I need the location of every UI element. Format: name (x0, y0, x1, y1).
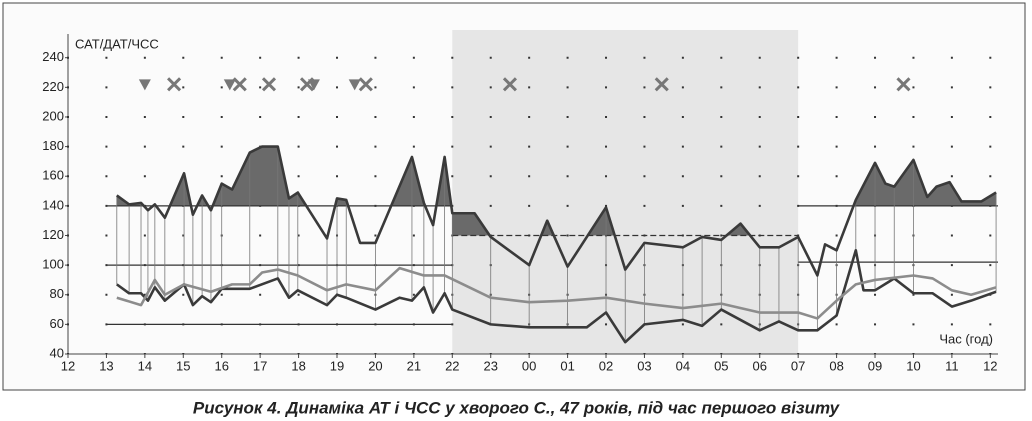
cross-marker (502, 77, 518, 92)
cross-marker (232, 77, 247, 92)
x-tick-label: 23 (483, 358, 497, 373)
x-tick-label: 22 (445, 358, 459, 373)
x-tick-label: 18 (291, 358, 305, 373)
x-tick-label: 12 (983, 358, 997, 373)
x-tick-label: 08 (829, 358, 843, 373)
x-tick-label: 21 (407, 358, 421, 373)
y-tick-label: 220 (42, 79, 64, 94)
x-tick-label: 10 (906, 358, 920, 373)
x-tick-label: 00 (522, 358, 536, 373)
x-tick-label: 02 (599, 358, 613, 373)
x-tick-label: 01 (560, 358, 574, 373)
cross-marker (299, 77, 315, 92)
x-tick-label: 12 (61, 358, 75, 373)
x-tick-label: 05 (714, 358, 728, 373)
triangle-marker (138, 79, 151, 91)
x-tick-label: 11 (945, 358, 959, 373)
x-tick-label: 16 (214, 358, 228, 373)
y-tick-label: 180 (42, 138, 64, 153)
x-tick-label: 07 (791, 358, 805, 373)
series-line (116, 145, 997, 277)
triangle-marker (348, 79, 361, 91)
x-tick-label: 06 (753, 358, 767, 373)
caption: Рисунок 4. Динаміка АТ і ЧСС у хворого С… (193, 398, 841, 417)
y-tick-label: 160 (42, 168, 64, 183)
x-axis-label: Час (год) (939, 331, 993, 346)
y-axis-label: САТ/ДАТ/ЧСС (75, 36, 159, 51)
cross-marker (167, 77, 182, 92)
y-tick-label: 240 (42, 49, 64, 64)
y-tick-label: 60 (50, 316, 64, 331)
x-tick-label: 19 (330, 358, 344, 373)
x-tick-label: 15 (176, 358, 190, 373)
series-line (116, 248, 997, 344)
cross-marker (654, 77, 669, 92)
y-tick-label: 40 (50, 345, 64, 360)
cross-marker (358, 77, 373, 92)
y-tick-label: 140 (42, 197, 64, 212)
x-tick-label: 14 (138, 358, 152, 373)
x-tick-label: 03 (637, 358, 651, 373)
y-tick-label: 200 (42, 108, 64, 123)
x-tick-label: 09 (868, 358, 882, 373)
y-tick-label: 100 (42, 257, 64, 272)
y-tick-label: 80 (50, 286, 64, 301)
plot-layer (116, 77, 997, 344)
series-line (116, 266, 997, 320)
y-tick-label: 120 (42, 227, 64, 242)
x-tick-label: 04 (676, 358, 690, 373)
x-tick-label: 17 (253, 358, 267, 373)
triangle-marker (223, 79, 236, 91)
x-tick-label: 13 (99, 358, 113, 373)
cross-marker (896, 77, 911, 92)
cross-marker (261, 77, 277, 92)
x-tick-label: 20 (368, 358, 382, 373)
